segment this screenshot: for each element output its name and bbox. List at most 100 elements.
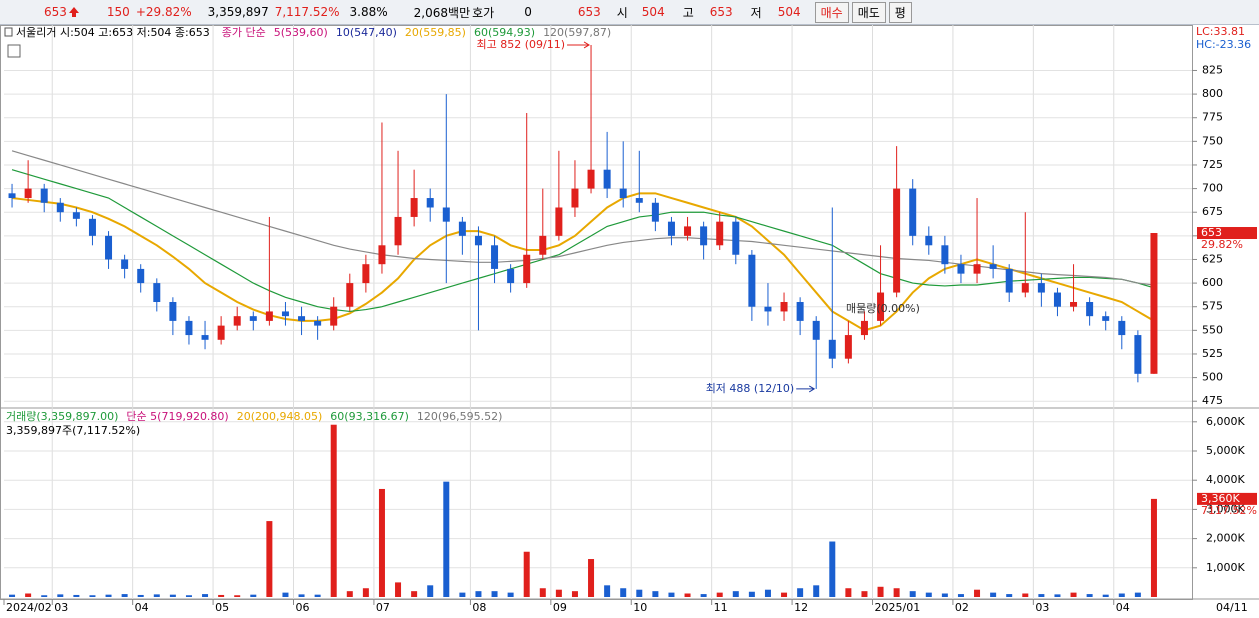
volume-bar xyxy=(668,592,675,597)
y-tick-label: 725 xyxy=(1202,158,1223,171)
quote: 0 xyxy=(524,5,532,19)
candle-body xyxy=(474,235,482,246)
volume-bar xyxy=(1070,592,1077,597)
candle-body xyxy=(1086,301,1094,317)
candle-body xyxy=(88,218,96,236)
volume-bar xyxy=(797,588,804,597)
low-label: 저 xyxy=(750,5,762,20)
volume-bar xyxy=(1006,594,1013,597)
high-annotation: 최고 852 (09/11) xyxy=(477,38,566,51)
volume-bar xyxy=(684,593,691,597)
volume-bar xyxy=(362,588,369,597)
volume-bar xyxy=(893,588,900,597)
x-tick-label: 11 xyxy=(714,601,728,614)
legend-item: 20(200,948.05) xyxy=(237,410,323,423)
volume-bar xyxy=(185,595,192,597)
candle-body xyxy=(667,221,675,236)
x-tick-label: 02 xyxy=(955,601,969,614)
candle-body xyxy=(426,198,434,208)
candle-body xyxy=(828,339,836,359)
volume-bar xyxy=(266,521,273,597)
volume-bar xyxy=(395,582,402,597)
volume-bar xyxy=(73,594,80,597)
candle-body xyxy=(362,264,370,284)
legend-item: 10(547,40) xyxy=(336,26,397,39)
volume-bar xyxy=(298,594,305,597)
y-tick-label: 1,000K xyxy=(1206,561,1245,574)
x-tick-label: 08 xyxy=(472,601,486,614)
candle-body xyxy=(893,188,901,293)
candle-body xyxy=(796,301,804,321)
last-date: 04/11 xyxy=(1216,601,1248,614)
ask: 653 xyxy=(577,5,601,19)
candle-body xyxy=(764,306,772,312)
volume-bar xyxy=(604,585,611,597)
volume-bar xyxy=(1038,594,1045,597)
turnover: 3.88% xyxy=(349,5,388,19)
x-tick-label: 04 xyxy=(1116,601,1130,614)
y-tick-label: 6,000K xyxy=(1206,415,1245,428)
volume-bar xyxy=(1118,593,1125,597)
hc-label: HC:-23.36 xyxy=(1196,38,1251,51)
volume-bar xyxy=(861,591,868,597)
volume-bar xyxy=(990,592,997,597)
volume-bar xyxy=(588,559,595,597)
volume-bar xyxy=(813,585,820,597)
y-tick-label: 600 xyxy=(1202,276,1223,289)
candle-body xyxy=(1037,283,1045,293)
candle-body xyxy=(909,188,917,236)
y-tick-label: 575 xyxy=(1202,300,1223,313)
candle-body xyxy=(72,212,80,219)
candle-body xyxy=(651,202,659,222)
ma-line xyxy=(11,169,1155,313)
candle-body xyxy=(56,202,64,213)
volume-bar xyxy=(652,591,659,597)
x-tick-label: 03 xyxy=(54,601,68,614)
y-tick-label: 3,000K xyxy=(1206,502,1245,515)
volume-bar xyxy=(636,589,643,597)
amount: 2,068백만 xyxy=(413,5,471,20)
candle-body xyxy=(812,320,820,340)
y-tick-label: 500 xyxy=(1202,371,1223,384)
chart-title: 서울리거 시:504 고:653 저:504 종:653 xyxy=(16,26,210,39)
low-annotation: 최저 488 (12/10) xyxy=(706,382,795,395)
candle-body xyxy=(877,292,885,321)
y-tick-label: 775 xyxy=(1202,111,1223,124)
avg-button[interactable]: 평 xyxy=(888,1,912,23)
candle-body xyxy=(121,259,129,269)
candle-body xyxy=(105,235,113,260)
candle-body xyxy=(40,188,48,203)
candle-body xyxy=(137,268,145,284)
volume-bar xyxy=(941,593,948,597)
candle-body xyxy=(844,335,852,359)
candle-body xyxy=(410,198,418,217)
volume-bar xyxy=(169,594,176,597)
candle-body xyxy=(989,264,997,269)
candle-body xyxy=(314,320,322,326)
volume-bar xyxy=(748,591,755,597)
legend-item: 120(96,595.52) xyxy=(417,410,503,423)
low-arrow xyxy=(796,385,816,393)
volume-bar xyxy=(121,594,128,597)
quote-label: 호가 xyxy=(472,5,495,20)
sell-button[interactable]: 매도 xyxy=(851,1,886,23)
high-label: 고 xyxy=(682,5,694,20)
candle-body xyxy=(539,235,547,255)
volume-bar xyxy=(555,589,562,597)
volume-bar xyxy=(218,594,225,597)
volume-bar xyxy=(25,593,32,597)
candle-body xyxy=(941,245,949,265)
candle-body xyxy=(587,169,595,189)
candle-body xyxy=(1150,233,1158,374)
volume-bar xyxy=(57,594,64,597)
supply-annotation: 매물량(0.00%) xyxy=(846,302,920,315)
change: 150 xyxy=(106,5,130,19)
volume-bar xyxy=(314,594,321,597)
volume-bar xyxy=(1134,592,1141,597)
last-volume-box xyxy=(1197,492,1257,505)
legend-item: 종가 단순 xyxy=(222,26,266,39)
candle-body xyxy=(1021,283,1029,293)
x-tick-label: 07 xyxy=(376,601,390,614)
buy-button[interactable]: 매수 xyxy=(814,1,849,23)
volume-bar xyxy=(700,594,707,597)
